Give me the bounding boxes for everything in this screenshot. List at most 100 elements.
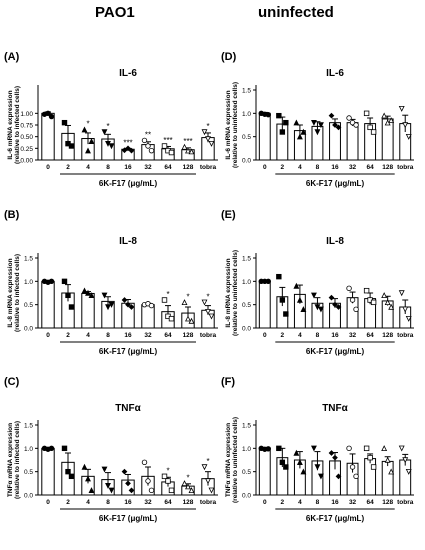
data-point (367, 454, 373, 461)
chart-title: TNFα (322, 403, 348, 414)
chart-panel-a: (A) IL-6 0.00 0.25 0.50 0.75 1.00 IL-6 mRNA exp… (4, 51, 218, 188)
x-axis-label: 6K-F17 (μg/mL) (99, 347, 158, 356)
data-point (310, 292, 317, 299)
bar-4 (81, 292, 95, 329)
panel-label: (E) (221, 209, 236, 221)
bar-0 (258, 280, 271, 329)
x-tick-label: 64 (366, 332, 374, 339)
data-point (81, 463, 88, 470)
significance-mark: * (186, 292, 189, 301)
data-point (353, 306, 359, 313)
data-point (168, 149, 175, 156)
data-point (328, 450, 335, 456)
y-tick-label: 0.0 (242, 326, 251, 333)
y-tick-label: 1.0 (24, 279, 33, 286)
y-tick-label: 1.5 (242, 256, 251, 263)
data-point (332, 122, 338, 128)
data-point (201, 299, 208, 306)
significance-mark: * (206, 122, 209, 131)
data-point (128, 487, 135, 494)
significance-mark: * (166, 290, 169, 299)
data-point (353, 473, 359, 480)
x-tick-label: 8 (106, 164, 110, 171)
y-tick-label: 0.5 (242, 469, 251, 476)
data-point (384, 456, 391, 463)
data-point (188, 487, 195, 494)
x-tick-label: 16 (331, 332, 339, 339)
x-tick-label: 16 (124, 332, 132, 339)
y-axis-label-sub: (relative to infected cells) (14, 254, 21, 332)
y-tick-label: 0.5 (24, 469, 33, 476)
data-point (148, 487, 155, 494)
data-point (125, 480, 131, 487)
y-axis-label-sub: (relative to uninfected cells) (232, 82, 239, 168)
y-axis-label-sub: (relative to infected cells) (14, 421, 21, 499)
bar-0 (41, 112, 55, 161)
data-point (128, 147, 135, 154)
y-tick-label: 1.0 (242, 446, 251, 453)
x-tick-label: 8 (316, 164, 320, 171)
data-point (279, 129, 286, 135)
y-tick-label: 0.0 (24, 493, 33, 500)
data-point (205, 478, 211, 485)
data-point (381, 112, 388, 119)
y-tick-label: 0.5 (242, 134, 251, 141)
x-tick-label: 32 (349, 332, 357, 339)
y-axis-label-sub: (relative to infected cells) (14, 86, 21, 164)
data-point (65, 468, 71, 475)
y-axis-label: IL-8 mRNA expression (225, 258, 232, 327)
data-point (370, 299, 377, 306)
data-point (141, 459, 148, 466)
data-point (381, 445, 388, 452)
x-tick-label: 32 (349, 164, 357, 171)
y-tick-label: 0.50 (20, 134, 33, 141)
data-point (148, 147, 155, 154)
data-point (335, 304, 342, 310)
x-tick-label: 128 (183, 164, 194, 171)
chart-title: IL-6 (326, 68, 344, 79)
x-tick-label: 16 (331, 499, 339, 506)
data-point (283, 311, 289, 317)
x-tick-label: 16 (124, 499, 132, 506)
x-tick-label: 128 (382, 499, 393, 506)
data-point (141, 137, 148, 144)
data-point (105, 304, 111, 311)
x-tick-label: 2 (281, 499, 285, 506)
data-point (388, 303, 395, 310)
panel-label: (C) (4, 376, 20, 388)
data-point (314, 129, 321, 136)
significance-mark: * (106, 122, 109, 131)
data-point (48, 113, 55, 120)
x-tick-label: 4 (86, 332, 90, 339)
significance-mark: * (186, 473, 189, 482)
chart-title: IL-6 (119, 68, 137, 79)
bar-32 (346, 122, 359, 161)
y-axis-label-sub: (relative to uninfected cells) (232, 417, 239, 503)
y-tick-label: 0.0 (24, 326, 33, 333)
data-point (296, 133, 303, 140)
x-tick-label: 4 (86, 499, 90, 506)
data-point (300, 468, 307, 475)
x-axis-label: 6K-F17 (μg/mL) (306, 347, 365, 356)
x-tick-label: 4 (298, 332, 302, 339)
chart-panel-b: (B) IL-8 0.0 0.5 1.0 1.5 IL-8 mRNA expression(… (4, 209, 218, 356)
data-point (168, 487, 175, 494)
data-point (208, 487, 215, 494)
data-point (101, 129, 108, 136)
data-point (265, 278, 271, 285)
data-point (128, 304, 135, 310)
y-tick-label: 1.5 (24, 256, 33, 263)
y-axis-label: IL-6 mRNA expression (7, 90, 14, 159)
data-point (310, 445, 317, 452)
data-point (367, 124, 373, 131)
significance-mark: * (166, 466, 169, 475)
data-point (398, 290, 405, 297)
data-point (398, 445, 405, 452)
data-point (81, 287, 88, 294)
data-point (108, 143, 115, 150)
data-point (398, 105, 405, 112)
y-tick-label: 0.00 (20, 158, 33, 165)
data-point (384, 299, 391, 306)
data-point (402, 122, 409, 129)
data-point (346, 285, 352, 292)
